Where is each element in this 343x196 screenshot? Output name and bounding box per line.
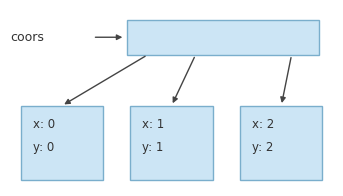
FancyBboxPatch shape [21, 106, 103, 180]
Text: x: 1
y: 1: x: 1 y: 1 [142, 118, 165, 154]
FancyBboxPatch shape [240, 106, 322, 180]
FancyBboxPatch shape [130, 106, 213, 180]
Text: x: 0
y: 0: x: 0 y: 0 [33, 118, 55, 154]
Text: x: 2
y: 2: x: 2 y: 2 [252, 118, 274, 154]
FancyBboxPatch shape [127, 20, 319, 55]
Text: coors: coors [10, 31, 44, 44]
